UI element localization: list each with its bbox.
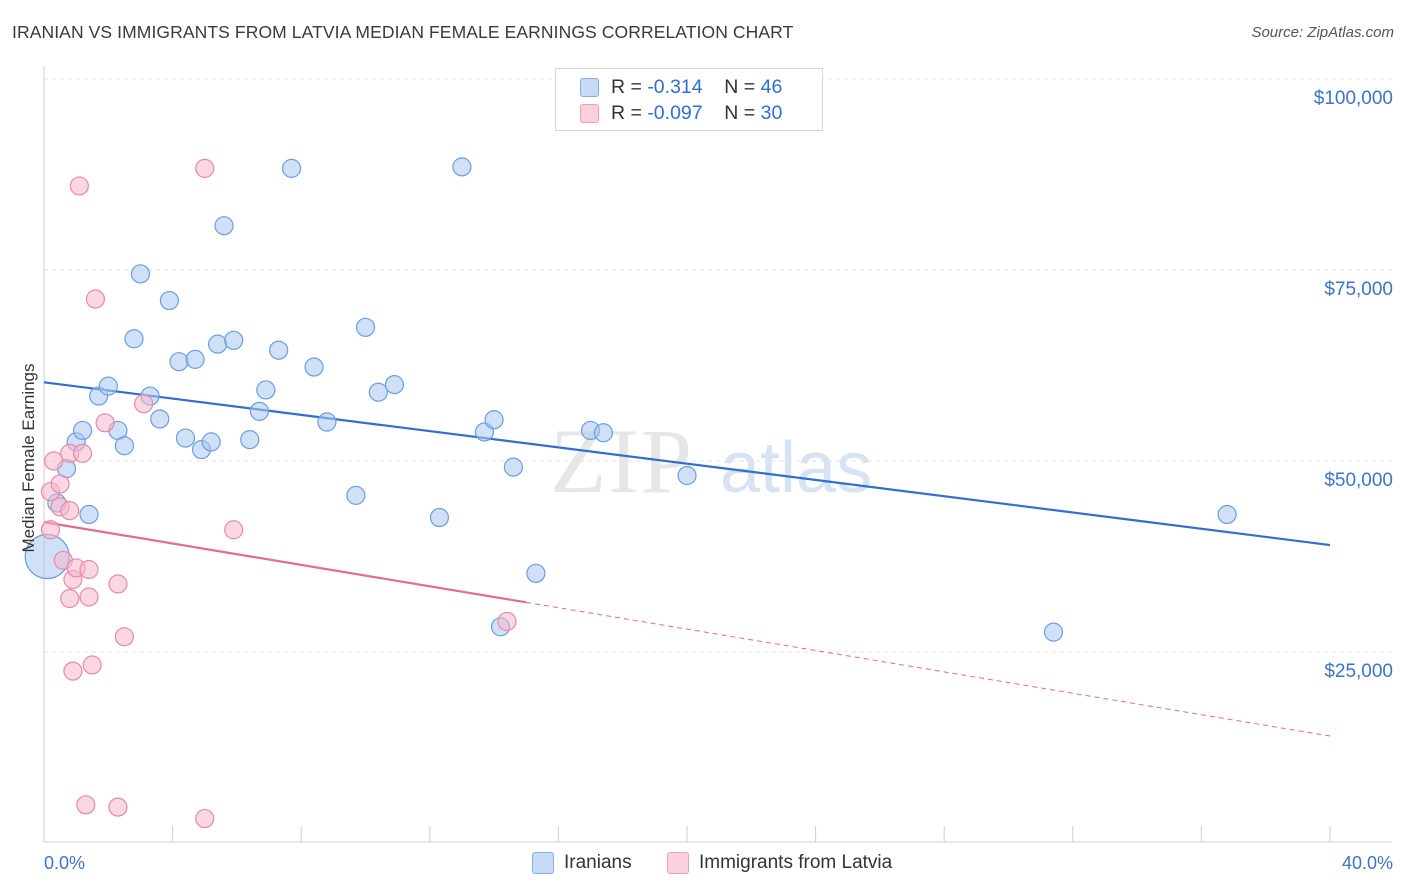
point-latvia	[114, 627, 134, 647]
data-points	[24, 157, 1237, 829]
point-latvia	[79, 559, 99, 580]
point-iranians	[124, 329, 144, 349]
point-iranians	[1217, 504, 1237, 525]
point-iranians	[256, 380, 276, 400]
correlation-legend: R = -0.314 N = 46 R = -0.097 N = 30	[555, 68, 823, 131]
point-iranians	[346, 485, 366, 505]
point-iranians	[169, 352, 189, 372]
bottom-legend-label-iranians: Iranians	[564, 852, 632, 873]
y-axis-title: Median Female Earnings	[19, 364, 38, 553]
point-iranians	[79, 504, 99, 525]
legend-swatch-latvia	[580, 103, 599, 123]
y-tick-label: $75,000	[1324, 279, 1393, 300]
point-latvia	[60, 501, 80, 521]
point-latvia	[195, 158, 215, 178]
legend-n-value: 30	[760, 101, 783, 124]
legend-r-value: -0.314	[647, 75, 703, 98]
legend-r-label: R =	[611, 101, 648, 124]
point-iranians	[1043, 622, 1064, 642]
point-iranians	[249, 401, 270, 421]
point-iranians	[304, 357, 324, 377]
point-latvia	[497, 611, 517, 632]
point-iranians	[98, 376, 118, 396]
point-iranians	[317, 412, 337, 432]
chart-title: IRANIAN VS IMMIGRANTS FROM LATVIA MEDIAN…	[12, 22, 794, 42]
point-latvia	[224, 520, 244, 540]
point-latvia	[63, 661, 83, 681]
bottom-legend-iranians: Iranians	[532, 852, 632, 874]
point-latvia	[40, 520, 61, 540]
point-iranians	[201, 432, 221, 452]
trend-line-0	[43, 381, 1331, 547]
bottom-legend-swatch-iranians	[532, 852, 554, 874]
point-iranians	[72, 420, 93, 441]
point-latvia	[50, 474, 70, 494]
legend-n-label: N =	[724, 101, 761, 124]
point-latvia	[60, 588, 80, 609]
point-iranians	[240, 430, 260, 450]
point-latvia	[82, 655, 102, 675]
point-iranians	[452, 157, 472, 177]
point-iranians	[208, 334, 228, 354]
point-latvia	[85, 289, 106, 309]
axes	[43, 66, 1392, 843]
point-latvia	[79, 587, 99, 607]
x-tick-label-max: 40.0%	[1342, 853, 1393, 873]
point-iranians	[224, 330, 244, 350]
point-iranians	[526, 563, 546, 583]
bottom-legend-label-latvia: Immigrants from Latvia	[699, 852, 893, 873]
point-iranians	[355, 317, 376, 337]
trend-line-solid-1	[43, 521, 527, 604]
point-latvia	[95, 413, 115, 433]
axis-labels: $25,000 $50,000 $75,000 $100,000 0.0% 40.0% Me…	[19, 88, 1393, 873]
y-tick-label: $100,000	[1314, 88, 1393, 109]
legend-n-value: 46	[760, 75, 783, 98]
bottom-legend-latvia: Immigrants from Latvia	[667, 852, 892, 874]
legend-r-value: -0.097	[647, 101, 703, 124]
point-iranians	[384, 375, 405, 395]
y-tick-label: $25,000	[1324, 661, 1393, 682]
point-iranians	[281, 158, 302, 178]
legend-r-label: R =	[611, 75, 648, 98]
point-iranians	[159, 290, 179, 311]
point-iranians	[593, 423, 614, 443]
point-iranians	[150, 409, 170, 429]
y-tick-label: $50,000	[1324, 470, 1393, 491]
point-iranians	[185, 349, 205, 369]
point-latvia	[44, 451, 64, 471]
point-latvia	[72, 443, 93, 463]
point-latvia	[134, 394, 154, 414]
point-iranians	[677, 465, 697, 486]
point-iranians	[484, 410, 504, 430]
x-tick-label-min: 0.0%	[44, 853, 85, 873]
point-latvia	[195, 808, 215, 829]
gridlines	[44, 78, 1392, 653]
point-latvia	[69, 176, 89, 196]
point-iranians	[130, 264, 151, 284]
legend-swatch-iranians	[580, 77, 599, 97]
point-latvia	[108, 797, 128, 817]
point-latvia	[108, 574, 128, 594]
point-iranians	[114, 436, 134, 456]
source-label: Source: ZipAtlas.com	[1251, 24, 1394, 41]
point-iranians	[214, 216, 234, 236]
legend-row-latvia: R = -0.097 N = 30	[580, 101, 782, 125]
watermark-atlas: atlas	[720, 428, 872, 508]
point-iranians	[269, 340, 289, 360]
legend-n-label: N =	[724, 75, 761, 98]
point-iranians	[368, 382, 388, 402]
legend-row-iranians: R = -0.314 N = 46	[580, 75, 782, 99]
point-latvia	[76, 795, 96, 815]
point-iranians	[503, 457, 523, 477]
bottom-legend-swatch-latvia	[667, 852, 689, 874]
point-iranians	[175, 428, 196, 448]
point-iranians	[429, 507, 450, 528]
trend-line-dashed-1	[526, 601, 1331, 737]
